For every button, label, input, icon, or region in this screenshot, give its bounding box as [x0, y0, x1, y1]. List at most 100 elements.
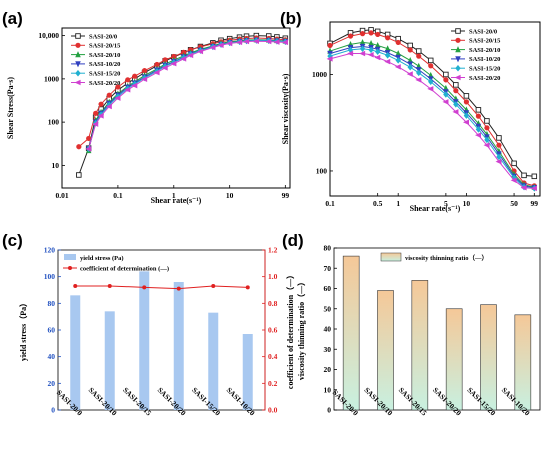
data-point	[125, 77, 131, 83]
data-point	[531, 173, 538, 180]
panel-label-c: (c)	[2, 231, 23, 250]
data-point	[170, 60, 177, 67]
legend-label: SASI-20/15	[469, 38, 501, 45]
y2-tick-label: 0.2	[268, 379, 278, 388]
data-point	[176, 286, 181, 291]
y-axis-label: Shear viscosity(Pa·s)	[281, 73, 290, 144]
series-sasi-20-15	[327, 30, 537, 189]
y2-tick-label: 1.2	[268, 246, 278, 255]
data-point	[394, 64, 401, 70]
data-point	[226, 40, 233, 47]
y-tick-label: 60	[324, 284, 332, 293]
series-sasi-20-0	[327, 27, 538, 180]
data-point	[374, 48, 381, 56]
legend-label: SASI-15/20	[469, 66, 500, 73]
legend-label: SASI-10/20	[89, 61, 120, 68]
x-tick-label: 10	[226, 191, 234, 200]
data-point	[76, 144, 82, 150]
bar	[173, 282, 184, 410]
data-point	[359, 45, 366, 52]
panel-label-a: (a)	[2, 9, 23, 28]
data-point	[443, 77, 449, 83]
bar	[342, 255, 360, 411]
legend-label: SASI-15/20	[89, 71, 120, 78]
data-point	[496, 135, 502, 141]
bar	[445, 308, 463, 411]
legend-label: SASI-10/20	[469, 56, 500, 63]
bar	[377, 290, 394, 411]
panel-label-b: (b)	[280, 9, 302, 28]
data-point	[483, 142, 490, 148]
x-tick-label: 99	[282, 191, 290, 200]
data-point	[395, 57, 401, 64]
data-point	[442, 99, 449, 105]
x-tick-label: 0.5	[373, 199, 383, 208]
plot-frame	[61, 27, 291, 189]
x-axis-label: Shear rate(s⁻¹)	[151, 196, 202, 205]
y-tick-label: 1000	[312, 70, 327, 79]
y-tick-label: 100	[316, 166, 328, 175]
y-tick-label: 20	[324, 365, 332, 374]
x-tick-label: 50	[510, 199, 518, 208]
y-tick-label: 0	[327, 406, 331, 415]
legend-swatch	[380, 252, 402, 262]
bar	[104, 311, 115, 410]
legend-label: SASI-20/20	[469, 75, 500, 82]
y-tick-label: 40	[324, 325, 332, 334]
legend: yield stress (Pa) coefficient of determin…	[63, 254, 169, 273]
plot-frame	[329, 21, 541, 197]
data-point	[406, 71, 413, 77]
data-point	[131, 82, 138, 89]
data-point	[73, 284, 78, 288]
legend-marker	[455, 37, 461, 43]
legend-marker	[68, 266, 72, 270]
data-point	[484, 125, 490, 131]
legend-label: SASI-20/15	[89, 43, 121, 50]
data-point	[428, 63, 434, 69]
data-point	[86, 135, 92, 142]
data-point	[161, 65, 168, 71]
legend-label: SASI-20/10	[89, 52, 120, 59]
data-point	[443, 71, 449, 78]
data-point	[217, 42, 224, 48]
data-point	[132, 73, 138, 79]
legend-label: SASI-20/0	[469, 28, 497, 35]
legend-marker	[454, 74, 461, 81]
y-tick-label: 80	[48, 299, 56, 308]
y-tick-label: 20	[48, 379, 56, 388]
chart-a: 0.01 0.1 1 10 99 10 100 1000 10,000 Shear rate(s⁻…	[6, 27, 291, 205]
data-point	[211, 284, 216, 288]
chart-c: 0204060801001200.00.20.40.60.81.01.2SASI…	[18, 246, 295, 418]
data-point	[530, 185, 537, 192]
data-point	[407, 63, 413, 71]
data-point	[209, 44, 216, 51]
legend-marker	[75, 69, 81, 77]
data-point	[496, 153, 502, 161]
data-point	[463, 112, 470, 119]
data-point	[85, 146, 92, 152]
bar	[70, 295, 81, 410]
data-point	[463, 99, 469, 105]
data-point	[142, 285, 147, 290]
data-point	[281, 39, 288, 46]
y-tick-label: 60	[48, 326, 56, 335]
data-point	[474, 132, 482, 138]
data-point	[98, 101, 104, 107]
data-point	[327, 42, 333, 49]
data-point	[115, 84, 121, 90]
data-point	[443, 91, 449, 98]
data-point	[496, 142, 502, 148]
legend-marker	[455, 46, 461, 53]
y-axis-label: yield stress（Pa）	[18, 299, 28, 361]
legend-label: viscosity thinning ratio（—）	[405, 254, 488, 262]
legend: SASI-20/0 SASI-20/15 SASI-20/10 SASI-10/20 S…	[71, 33, 121, 87]
data-point	[273, 39, 280, 45]
data-point	[427, 57, 434, 64]
y-axis-label: viscosity thinning ratio（—）	[296, 278, 306, 380]
data-point	[384, 52, 391, 59]
y-tick-label: 100	[48, 118, 60, 127]
x-axis-label: Shear rate(s⁻¹)	[410, 204, 461, 213]
data-point	[93, 110, 99, 116]
